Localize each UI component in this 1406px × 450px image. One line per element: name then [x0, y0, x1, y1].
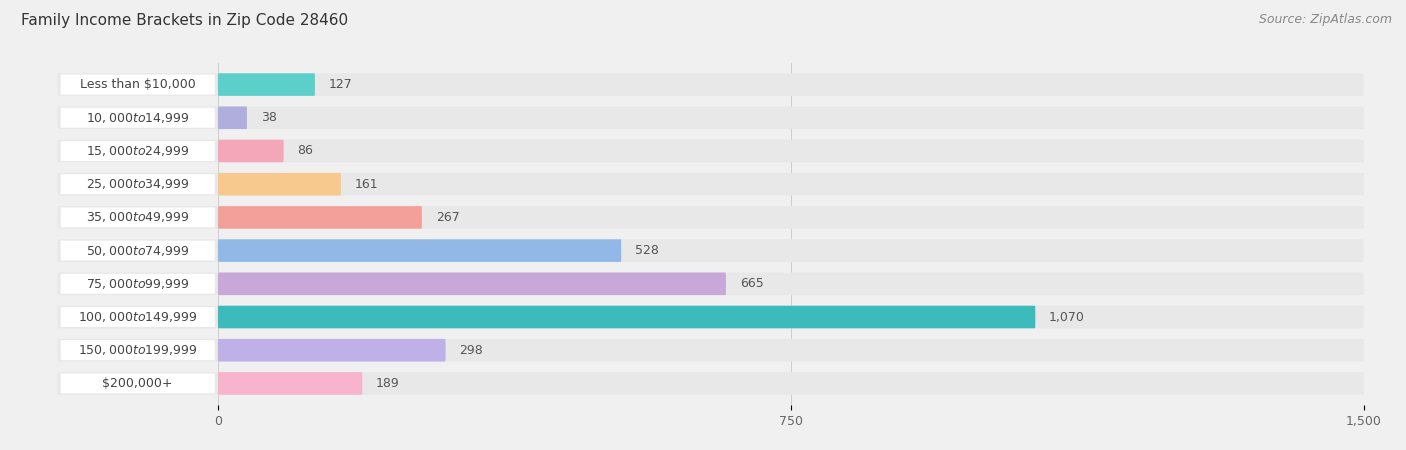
- FancyBboxPatch shape: [60, 340, 215, 360]
- FancyBboxPatch shape: [58, 239, 1364, 262]
- FancyBboxPatch shape: [218, 273, 725, 295]
- FancyBboxPatch shape: [60, 374, 215, 393]
- FancyBboxPatch shape: [60, 207, 215, 227]
- FancyBboxPatch shape: [60, 108, 215, 128]
- FancyBboxPatch shape: [60, 75, 215, 94]
- FancyBboxPatch shape: [60, 307, 215, 327]
- FancyBboxPatch shape: [218, 173, 340, 195]
- FancyBboxPatch shape: [218, 107, 247, 129]
- FancyBboxPatch shape: [218, 306, 1035, 328]
- Text: 665: 665: [740, 277, 763, 290]
- FancyBboxPatch shape: [218, 372, 363, 395]
- FancyBboxPatch shape: [218, 140, 284, 162]
- FancyBboxPatch shape: [218, 73, 315, 96]
- FancyBboxPatch shape: [60, 141, 215, 161]
- Text: $75,000 to $99,999: $75,000 to $99,999: [86, 277, 190, 291]
- Text: 528: 528: [636, 244, 659, 257]
- Text: Less than $10,000: Less than $10,000: [80, 78, 195, 91]
- Text: Source: ZipAtlas.com: Source: ZipAtlas.com: [1258, 14, 1392, 27]
- Text: $50,000 to $74,999: $50,000 to $74,999: [86, 243, 190, 257]
- FancyBboxPatch shape: [58, 372, 1364, 395]
- FancyBboxPatch shape: [58, 140, 1364, 162]
- FancyBboxPatch shape: [218, 239, 621, 262]
- Text: $200,000+: $200,000+: [103, 377, 173, 390]
- Text: 1,070: 1,070: [1049, 310, 1085, 324]
- Text: 298: 298: [460, 344, 484, 357]
- FancyBboxPatch shape: [58, 173, 1364, 195]
- FancyBboxPatch shape: [60, 241, 215, 261]
- Text: 189: 189: [375, 377, 399, 390]
- Text: $150,000 to $199,999: $150,000 to $199,999: [77, 343, 197, 357]
- Text: 86: 86: [298, 144, 314, 158]
- Text: Family Income Brackets in Zip Code 28460: Family Income Brackets in Zip Code 28460: [21, 14, 349, 28]
- Text: 161: 161: [354, 178, 378, 191]
- Text: 127: 127: [329, 78, 353, 91]
- FancyBboxPatch shape: [58, 306, 1364, 328]
- FancyBboxPatch shape: [58, 273, 1364, 295]
- FancyBboxPatch shape: [58, 107, 1364, 129]
- Text: $10,000 to $14,999: $10,000 to $14,999: [86, 111, 190, 125]
- FancyBboxPatch shape: [60, 174, 215, 194]
- FancyBboxPatch shape: [60, 274, 215, 294]
- Text: 38: 38: [260, 111, 277, 124]
- Text: 267: 267: [436, 211, 460, 224]
- Text: $35,000 to $49,999: $35,000 to $49,999: [86, 211, 190, 225]
- FancyBboxPatch shape: [58, 339, 1364, 361]
- Text: $15,000 to $24,999: $15,000 to $24,999: [86, 144, 190, 158]
- FancyBboxPatch shape: [218, 206, 422, 229]
- Text: $100,000 to $149,999: $100,000 to $149,999: [77, 310, 197, 324]
- FancyBboxPatch shape: [58, 206, 1364, 229]
- Text: $25,000 to $34,999: $25,000 to $34,999: [86, 177, 190, 191]
- FancyBboxPatch shape: [58, 73, 1364, 96]
- FancyBboxPatch shape: [218, 339, 446, 361]
